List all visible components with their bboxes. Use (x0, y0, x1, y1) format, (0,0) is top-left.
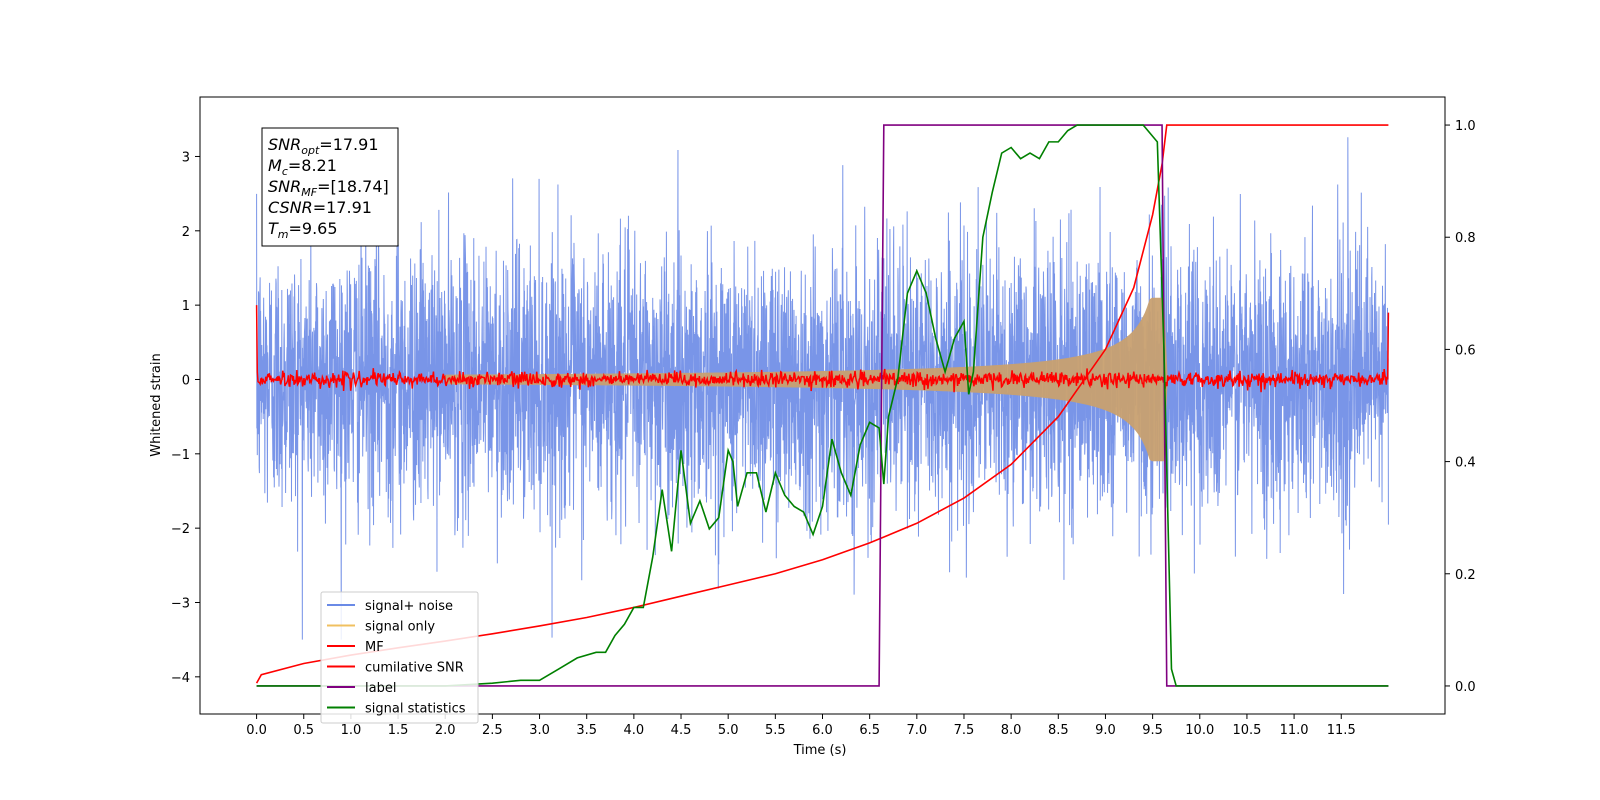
x-tick-label: 8.0 (1001, 723, 1022, 738)
x-axis: 0.0 0.5 1.0 1.5 2.0 2.5 3.0 3.5 4.0 4.5 5.0 5.5 6.0 6… (246, 714, 1356, 738)
y-axis-label: Whitened strain (149, 353, 164, 456)
x-tick-label: 9.0 (1095, 723, 1116, 738)
annotation-line: SNRopt=17.91 (268, 135, 379, 157)
series-signal-plus-noise (256, 137, 1389, 640)
y-axis-right: 1.0 0.8 0.6 0.4 0.2 0.0 (1445, 119, 1476, 695)
x-tick-label: 5.0 (718, 723, 739, 738)
y-tick-label: −1 (171, 448, 190, 463)
annotation-frame (261, 127, 399, 247)
x-tick-label: 4.5 (671, 723, 692, 738)
annotation-line: CSNR=17.91 (268, 198, 372, 217)
x-tick-label: 10.5 (1232, 723, 1261, 738)
legend-entry: signal+ noise (365, 599, 453, 614)
y-tick-label: 2 (182, 225, 190, 240)
legend-frame (320, 591, 479, 724)
x-tick-label: 6.0 (812, 723, 833, 738)
y-tick-label: 1 (182, 299, 190, 314)
x-tick-label: 3.5 (576, 723, 597, 738)
y2-tick-label: 0.6 (1455, 343, 1476, 358)
x-axis-label: Time (s) (793, 743, 847, 758)
y-tick-label: −3 (171, 596, 190, 611)
y-axis-left: 3 2 1 0 −1 −2 −3 −4 (171, 150, 200, 686)
x-tick-label: 7.0 (906, 723, 927, 738)
annotation-line: Mc=8.21 (268, 156, 337, 178)
x-tick-label: 2.5 (482, 723, 503, 738)
legend-entry: cumilative SNR (365, 661, 464, 676)
x-tick-label: 5.5 (765, 723, 786, 738)
y2-tick-label: 0.8 (1455, 231, 1476, 246)
x-tick-label: 2.0 (435, 723, 456, 738)
y2-tick-label: 0.2 (1455, 568, 1476, 583)
legend-entry: label (365, 681, 396, 696)
y-tick-label: −4 (171, 671, 190, 686)
y-tick-label: 3 (182, 150, 190, 165)
x-tick-label: 1.5 (388, 723, 409, 738)
y-tick-label: −2 (171, 522, 190, 537)
x-tick-label: 3.0 (529, 723, 550, 738)
x-tick-label: 0.5 (293, 723, 314, 738)
y-tick-label: 0 (182, 373, 190, 388)
y2-tick-label: 1.0 (1455, 119, 1476, 134)
x-tick-label: 11.0 (1280, 723, 1309, 738)
annotation-line: Tm=9.65 (268, 219, 338, 241)
x-tick-label: 11.5 (1327, 723, 1356, 738)
x-tick-label: 0.0 (246, 723, 267, 738)
y2-tick-label: 0.4 (1455, 456, 1476, 471)
legend: signal+ noise signal only MF cumilative SNR… (320, 591, 479, 724)
x-tick-label: 4.0 (624, 723, 645, 738)
x-tick-label: 9.5 (1142, 723, 1163, 738)
y2-tick-label: 0.0 (1455, 680, 1476, 695)
x-tick-label: 7.5 (954, 723, 975, 738)
x-tick-label: 8.5 (1048, 723, 1069, 738)
legend-entry: signal statistics (365, 702, 466, 717)
x-tick-label: 10.0 (1185, 723, 1214, 738)
stats-annotation-box: SNRopt=17.91Mc=8.21SNRMF=[18.74]CSNR=17.… (261, 127, 399, 247)
legend-entry: signal only (365, 620, 435, 635)
x-tick-label: 6.5 (859, 723, 880, 738)
legend-entry: MF (365, 640, 384, 655)
series-mf (255, 305, 1390, 393)
x-tick-label: 1.0 (341, 723, 362, 738)
annotation-line: SNRMF=[18.74] (268, 177, 389, 199)
series-signal-statistics (256, 124, 1389, 687)
